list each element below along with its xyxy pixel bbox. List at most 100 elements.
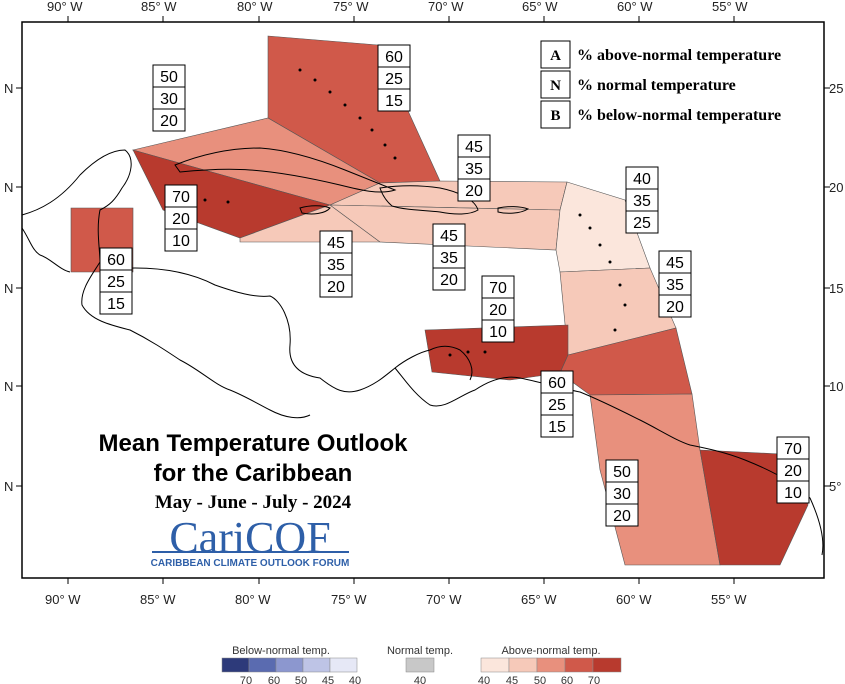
svg-text:40: 40 bbox=[633, 171, 651, 188]
lon-label: 75° W bbox=[331, 592, 367, 607]
legend-above-title: Above-normal temp. bbox=[501, 645, 600, 657]
lat-label: N bbox=[4, 81, 13, 96]
svg-text:20: 20 bbox=[440, 272, 458, 289]
prob-box-hispaniola-north: 45 35 20 bbox=[457, 134, 491, 202]
svg-text:20: 20 bbox=[160, 113, 178, 130]
legend-tick: 45 bbox=[322, 675, 334, 684]
logo-tagline: CARIBBEAN CLIMATE OUTLOOK FORUM bbox=[151, 558, 350, 569]
svg-text:60: 60 bbox=[107, 252, 125, 269]
svg-text:35: 35 bbox=[440, 250, 458, 267]
legend-swatch bbox=[508, 657, 538, 673]
svg-text:35: 35 bbox=[327, 257, 345, 274]
legend-tick: 40 bbox=[349, 675, 361, 684]
svg-text:30: 30 bbox=[160, 91, 178, 108]
key-item-below: B % below-normal temperature bbox=[540, 100, 781, 129]
svg-text:25: 25 bbox=[385, 71, 403, 88]
legend-tick: 60 bbox=[561, 675, 573, 684]
svg-text:60: 60 bbox=[385, 49, 403, 66]
caricof-logo: CariCOF CARIBBEAN CLIMATE OUTLOOK FORUM bbox=[151, 513, 350, 569]
svg-text:% above-normal temperature: % above-normal temperature bbox=[577, 47, 781, 64]
lat-label: N bbox=[4, 281, 13, 296]
prob-box-abc-islands: 70 20 10 bbox=[481, 275, 515, 343]
legend-swatch bbox=[248, 657, 277, 673]
longitude-labels-top: 90° W 85° W 80° W 75° W 70° W 65° W 60° … bbox=[47, 0, 748, 14]
svg-text:70: 70 bbox=[489, 280, 507, 297]
legend-swatch bbox=[564, 657, 594, 673]
prob-box-cayman-jamaica: 70 20 10 bbox=[164, 184, 198, 252]
svg-text:70: 70 bbox=[784, 441, 802, 458]
svg-text:A: A bbox=[550, 48, 561, 64]
legend-swatch bbox=[536, 657, 566, 673]
prob-box-bahamas: 60 25 15 bbox=[377, 44, 411, 112]
prob-box-hispaniola-south: 45 35 20 bbox=[432, 223, 466, 291]
legend-swatch bbox=[329, 657, 358, 673]
lon-label: 90° W bbox=[45, 592, 81, 607]
legend-swatch bbox=[221, 657, 250, 673]
svg-text:20: 20 bbox=[489, 302, 507, 319]
svg-text:25: 25 bbox=[633, 215, 651, 232]
svg-text:B: B bbox=[550, 108, 560, 124]
svg-text:15: 15 bbox=[548, 419, 566, 436]
svg-text:20: 20 bbox=[613, 508, 631, 525]
prob-box-windward: 45 35 20 bbox=[658, 250, 692, 318]
legend-swatch bbox=[405, 657, 435, 673]
legend-swatch bbox=[592, 657, 622, 673]
prob-box-cuba-west: 50 30 20 bbox=[152, 64, 186, 132]
svg-text:35: 35 bbox=[666, 277, 684, 294]
latitude-labels-left: N N N N N bbox=[4, 81, 13, 494]
legend-swatch bbox=[275, 657, 304, 673]
map-title: Mean Temperature Outlook for the Caribbe… bbox=[99, 430, 409, 513]
svg-text:10: 10 bbox=[784, 485, 802, 502]
lat-label: N bbox=[4, 479, 13, 494]
lon-label: 55° W bbox=[712, 0, 748, 14]
legend-above-swatches bbox=[480, 657, 622, 673]
lon-label: 65° W bbox=[522, 0, 558, 14]
legend-tick: 40 bbox=[414, 675, 426, 684]
latitude-labels-right: 25 20 15 10 5° bbox=[829, 81, 843, 494]
prob-box-jamaica-south: 45 35 20 bbox=[319, 230, 353, 298]
svg-text:15: 15 bbox=[107, 296, 125, 313]
title-line-2: for the Caribbean bbox=[154, 460, 353, 487]
lon-label: 70° W bbox=[426, 592, 462, 607]
lat-label: 5° bbox=[829, 479, 841, 494]
legend-tick: 45 bbox=[506, 675, 518, 684]
tick-marks bbox=[16, 16, 830, 584]
legend-swatch bbox=[302, 657, 331, 673]
svg-text:20: 20 bbox=[327, 279, 345, 296]
small-islands bbox=[203, 68, 627, 357]
svg-text:50: 50 bbox=[160, 69, 178, 86]
svg-text:45: 45 bbox=[327, 235, 345, 252]
svg-text:% below-normal temperature: % below-normal temperature bbox=[577, 107, 781, 124]
svg-text:10: 10 bbox=[489, 324, 507, 341]
map-key: A % above-normal temperature N % normal … bbox=[540, 40, 781, 129]
svg-text:70: 70 bbox=[172, 189, 190, 206]
legend-below-swatches bbox=[221, 657, 358, 673]
svg-text:50: 50 bbox=[613, 464, 631, 481]
lon-label: 80° W bbox=[237, 0, 273, 14]
svg-text:45: 45 bbox=[440, 228, 458, 245]
legend: Below-normal temp. 70 60 50 45 40 Normal… bbox=[221, 645, 622, 684]
logo-wordmark: CariCOF bbox=[169, 513, 330, 562]
svg-text:35: 35 bbox=[465, 161, 483, 178]
svg-text:% normal temperature: % normal temperature bbox=[577, 77, 736, 94]
key-item-normal: N % normal temperature bbox=[540, 70, 736, 99]
lon-label: 55° W bbox=[711, 592, 747, 607]
legend-swatch bbox=[480, 657, 510, 673]
lon-label: 85° W bbox=[141, 0, 177, 14]
lon-label: 70° W bbox=[428, 0, 464, 14]
legend-tick: 60 bbox=[268, 675, 280, 684]
svg-text:20: 20 bbox=[784, 463, 802, 480]
legend-tick: 70 bbox=[240, 675, 252, 684]
svg-text:60: 60 bbox=[548, 375, 566, 392]
title-line-1: Mean Temperature Outlook bbox=[99, 430, 409, 457]
key-item-above: A % above-normal temperature bbox=[540, 40, 781, 69]
lat-label: 10 bbox=[829, 379, 843, 394]
svg-text:20: 20 bbox=[172, 211, 190, 228]
legend-tick: 50 bbox=[295, 675, 307, 684]
lat-label: N bbox=[4, 180, 13, 195]
lon-label: 85° W bbox=[140, 592, 176, 607]
title-dates: May - June - July - 2024 bbox=[155, 492, 352, 513]
prob-box-trinidad: 60 25 15 bbox=[540, 370, 574, 438]
lon-label: 90° W bbox=[47, 0, 83, 14]
